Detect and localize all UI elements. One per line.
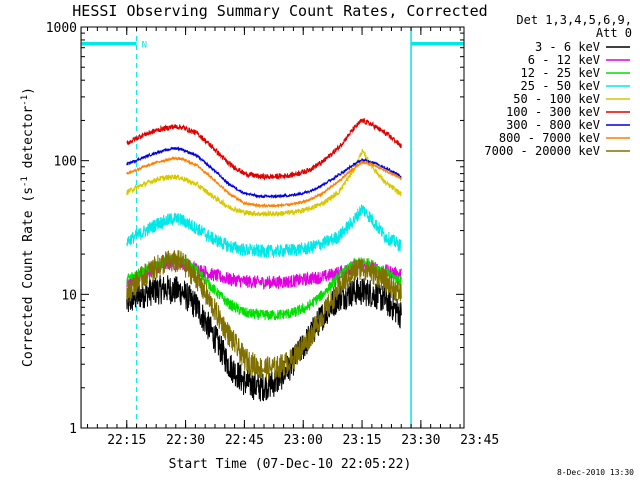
y-tick-label: 1 [69,422,77,437]
y-tick-label: 10 [61,288,77,303]
y-axis-label: Corrected Count Rate (s-1 detector-1) [20,87,36,367]
y-tick-label: 1000 [46,21,77,36]
legend-label: 12 - 25 keV [521,66,600,80]
series-line-6 [126,117,402,181]
footer-date: 8-Dec-2010 13:30 [557,468,634,477]
y-axis-label-superscript-2: -1 [20,95,30,106]
y-axis-label-middle: detector [21,106,36,177]
legend-header-detectors: Det 1,3,4,5,6,9, [516,13,632,27]
x-tick-label: 23:00 [284,433,323,448]
legend-label: 300 - 800 keV [506,118,600,132]
plot-frame [80,26,465,429]
y-axis-label-end: ) [21,87,36,95]
legend-label: 100 - 300 keV [506,105,600,119]
chart-title: HESSI Observing Summary Count Rates, Cor… [72,2,487,20]
series-line-1 [126,275,402,402]
y-axis-label-main: Corrected Count Rate (s [21,187,36,367]
series-line-4 [126,204,402,258]
x-tick-label: 23:45 [460,433,499,448]
legend-label: 50 - 100 keV [513,92,600,106]
legend-label: 25 - 50 keV [521,79,600,93]
x-tick-label: 22:15 [107,433,146,448]
x-tick-label: 23:30 [401,433,440,448]
y-tick-label: 100 [54,155,77,170]
legend-label: 6 - 12 keV [528,53,600,67]
legend-label: 800 - 7000 keV [499,131,600,145]
legend-header-attenuator: Att 0 [596,26,632,40]
x-tick-label: 23:15 [342,433,381,448]
legend-label: 3 - 6 keV [535,40,600,54]
x-tick-label: 22:45 [225,433,264,448]
series-line-7 [126,145,402,199]
x-axis-label: Start Time (07-Dec-10 22:05:22) [169,457,412,472]
y-axis-label-superscript-1: -1 [20,176,30,187]
series-line-8 [126,155,402,209]
plot-axes: 1 10 100 1000 22:15 22:30 22:45 23:00 23:15 23:30… [46,21,500,448]
series-line-9 [126,250,402,381]
legend-label: 7000 - 20000 keV [484,144,600,158]
night-flag-label: N [142,41,147,51]
plot-area: N [81,27,464,428]
x-tick-label: 22:30 [166,433,205,448]
